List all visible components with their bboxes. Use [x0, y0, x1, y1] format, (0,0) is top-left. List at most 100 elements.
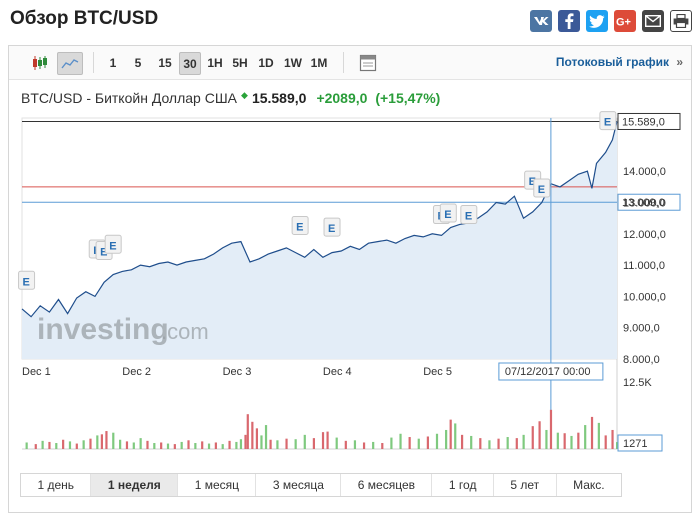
volume-label-box: [617, 434, 663, 452]
interval-1w[interactable]: 1W: [284, 55, 302, 70]
event-marker[interactable]: [460, 205, 478, 225]
volume-bar: [180, 441, 183, 449]
event-marker-label: E: [109, 240, 116, 252]
area-type-button[interactable]: [57, 52, 83, 75]
vk-icon[interactable]: [530, 10, 552, 32]
event-marker[interactable]: [323, 217, 341, 237]
volume-bar: [611, 429, 614, 449]
volume-bar: [335, 437, 338, 449]
volume-bar: [426, 436, 429, 449]
settings-panel-button[interactable]: [357, 52, 379, 73]
volume-bar: [194, 443, 197, 449]
y-tick-label: 8.000,0: [623, 354, 660, 366]
volume-bar: [105, 431, 108, 449]
volume-bar: [160, 442, 163, 449]
instrument-name: BTC/USD - Биткойн Доллар США: [21, 90, 238, 106]
page-title: Обзор BTC/USD: [10, 8, 159, 29]
volume-bar: [173, 444, 176, 449]
volume-bar: [34, 444, 37, 449]
x-tick-label: Dec 3: [223, 366, 252, 378]
streaming-chart-link[interactable]: Потоковый график »: [556, 55, 683, 69]
volume-bar: [408, 437, 411, 449]
svg-text:G+: G+: [616, 17, 631, 28]
interval-5h[interactable]: 5H: [232, 55, 248, 70]
volume-bar: [470, 435, 473, 449]
y-tick-label: 13.000,0: [623, 198, 666, 210]
interval-5[interactable]: 5: [134, 55, 142, 70]
volume-bar: [344, 440, 347, 449]
volume-bar: [399, 433, 402, 449]
range-6-months[interactable]: 6 месяцев: [341, 474, 433, 496]
volume-bar: [264, 425, 268, 449]
print-icon[interactable]: [670, 10, 692, 32]
range-3-months[interactable]: 3 месяца: [256, 474, 342, 496]
streaming-chart-label: Потоковый график: [555, 55, 669, 69]
quote-line: BTC/USD - Биткойн Доллар США ◆ 15.589,0 +20…: [21, 90, 440, 106]
volume-bar: [100, 434, 103, 449]
event-marker[interactable]: [599, 111, 617, 131]
interval-30[interactable]: 30: [179, 52, 201, 75]
x-tick-label: Dec 2: [122, 366, 151, 378]
facebook-icon[interactable]: [558, 10, 580, 32]
volume-bar: [479, 438, 482, 449]
volume-bar: [166, 443, 170, 449]
volume-bar: [454, 423, 457, 449]
volume-bar: [556, 432, 559, 449]
range-1-day[interactable]: 1 день: [21, 474, 92, 496]
range-1-week[interactable]: 1 неделя: [91, 474, 179, 496]
event-marker[interactable]: [439, 203, 457, 223]
range-max[interactable]: Макс.: [573, 478, 605, 492]
x-tick-label: Dec 5: [423, 366, 452, 378]
event-marker-label: E: [296, 222, 303, 234]
volume-bar: [531, 426, 534, 449]
double-chevron-right-icon: »: [676, 55, 683, 69]
event-marker-label: E: [100, 247, 107, 259]
google-plus-icon[interactable]: G+: [614, 10, 636, 32]
volume-bar: [488, 440, 491, 449]
price-label: 13.009,0: [622, 197, 665, 209]
event-marker[interactable]: [18, 270, 36, 290]
volume-bar: [545, 429, 548, 449]
volume-bar: [362, 442, 366, 449]
volume-bar: [48, 441, 51, 449]
range-1-year[interactable]: 1 год: [432, 474, 494, 496]
volume-bar: [41, 440, 44, 449]
interval-1h[interactable]: 1H: [207, 55, 223, 70]
price-change-percent: (+15,47%): [375, 90, 441, 106]
volume-bar: [303, 434, 306, 449]
crosshair-time-label: 07/12/2017 00:00: [505, 366, 591, 378]
volume-bar: [563, 433, 566, 449]
candlestick-type-button[interactable]: [29, 52, 51, 73]
volume-bar: [312, 438, 316, 449]
mail-icon[interactable]: [642, 10, 664, 32]
event-marker-label: E: [465, 211, 472, 223]
volume-bar: [89, 438, 92, 449]
volume-bar: [538, 421, 541, 449]
area-chart-icon: [61, 58, 79, 68]
range-1-month[interactable]: 1 месяц: [178, 474, 257, 496]
interval-1d[interactable]: 1D: [258, 55, 274, 70]
event-marker[interactable]: [533, 178, 551, 198]
volume-bar: [251, 421, 254, 449]
event-marker[interactable]: [291, 216, 309, 235]
interval-15[interactable]: 15: [158, 55, 172, 70]
event-marker-label: E: [328, 223, 335, 235]
event-marker[interactable]: [104, 234, 122, 254]
interval-1m[interactable]: 1M: [310, 55, 328, 70]
volume-bar: [235, 441, 238, 449]
crosshair-time-box: [498, 362, 604, 381]
twitter-icon[interactable]: [586, 10, 608, 32]
interval-1[interactable]: 1: [109, 55, 117, 70]
volume-axis-label: 12.5K: [623, 377, 652, 389]
volume-bar: [246, 414, 249, 449]
price-chart[interactable]: investing.com 15.589,0 13.009,0 14.000,0 13.…: [9, 46, 691, 466]
volume-bar: [187, 440, 190, 449]
chart-widget: 1 5 15 30 1H 5H 1D 1W 1M Потоковый графи…: [8, 45, 692, 513]
volume-current-label: 1271: [623, 438, 647, 450]
volume-bar: [62, 439, 65, 449]
range-5-years[interactable]: 5 лет: [494, 474, 557, 496]
panel-icon: [359, 54, 377, 71]
last-price: 15.589,0: [251, 90, 307, 106]
volume-bar: [460, 434, 464, 449]
volume-bar: [372, 441, 375, 449]
